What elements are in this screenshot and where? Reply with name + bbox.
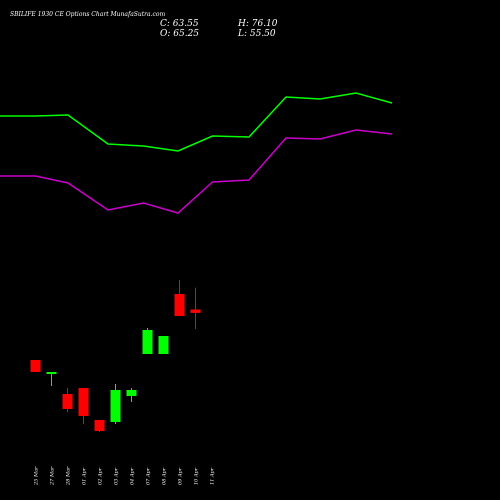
candle-body bbox=[190, 309, 201, 313]
date-tick-label: 11 Apr bbox=[210, 467, 216, 485]
open-readout: O: 65.25 bbox=[160, 29, 199, 39]
candle-body bbox=[158, 336, 169, 354]
candle bbox=[62, 388, 73, 412]
date-axis: 25 Mar 27 Mar 28 Mar 01 Apr 02 Apr 03 Apr 04 A… bbox=[34, 466, 216, 486]
date-tick-label: 10 Apr bbox=[194, 467, 200, 485]
date-tick-label: 08 Apr bbox=[162, 467, 168, 485]
candle bbox=[190, 287, 201, 329]
candle bbox=[78, 388, 89, 424]
candle-body bbox=[78, 388, 89, 416]
high-readout: H: 76.10 bbox=[237, 19, 278, 29]
low-readout: L: 55.50 bbox=[237, 29, 276, 39]
candle-body bbox=[46, 372, 57, 374]
date-tick-label: 01 Apr bbox=[82, 467, 88, 485]
candle bbox=[158, 336, 169, 354]
candle bbox=[126, 388, 137, 402]
date-tick-label: 25 Mar bbox=[34, 466, 40, 486]
candle bbox=[30, 360, 41, 372]
lower-band-line bbox=[0, 129, 393, 214]
date-tick-label: 03 Apr bbox=[114, 467, 120, 485]
close-readout: C: 63.55 bbox=[160, 19, 199, 29]
date-tick-label: 27 Mar bbox=[50, 466, 56, 486]
candle bbox=[110, 384, 121, 424]
candle-body bbox=[126, 390, 137, 396]
candle-body bbox=[62, 394, 73, 409]
candle bbox=[174, 280, 185, 316]
date-tick-label: 07 Apr bbox=[146, 467, 152, 485]
candle-body bbox=[174, 294, 185, 316]
candle-body bbox=[110, 390, 121, 422]
candle bbox=[46, 372, 57, 386]
candle-body bbox=[94, 420, 105, 431]
date-tick-label: 02 Apr bbox=[98, 467, 104, 485]
date-tick-label: 09 Apr bbox=[178, 467, 184, 485]
bands-layer bbox=[0, 92, 393, 214]
candle bbox=[142, 328, 153, 354]
date-tick-label: 28 Mar bbox=[66, 466, 72, 486]
date-tick-label: 04 Apr bbox=[130, 467, 136, 485]
candle bbox=[94, 420, 105, 432]
candle-body bbox=[142, 330, 153, 354]
upper-band-line bbox=[0, 92, 393, 152]
candle-body bbox=[30, 360, 41, 372]
chart-title: SBILIFE 1930 CE Options Chart MunafaSutr… bbox=[10, 11, 165, 18]
candles-layer bbox=[30, 280, 201, 432]
